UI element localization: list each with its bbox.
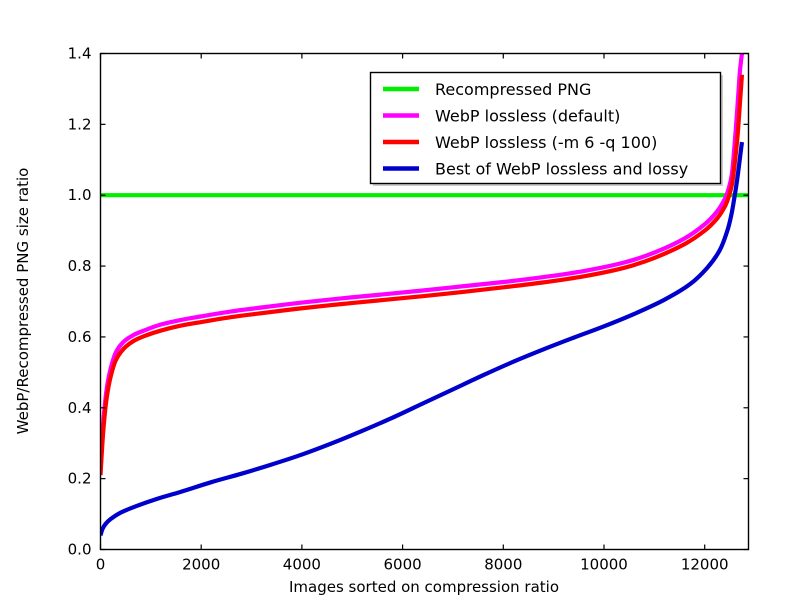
x-tick-labels: 0 2000 4000 6000 8000 10000 12000	[96, 556, 729, 574]
y-tick-label: 1.2	[68, 115, 92, 133]
x-tick-label: 4000	[283, 556, 321, 574]
data-curves	[100, 53, 749, 536]
y-tick-label: 0.6	[68, 328, 92, 346]
x-tick-label: 8000	[484, 556, 522, 574]
y-tick-label: 0.8	[68, 257, 92, 275]
legend: Recompressed PNG WebP lossless (default) W…	[369, 71, 723, 186]
y-axis-title: WebP/Recompressed PNG size ratio	[14, 168, 32, 435]
legend-label: WebP lossless (-m 6 -q 100)	[435, 133, 657, 152]
legend-box	[369, 71, 722, 185]
legend-label: Best of WebP lossless and lossy	[435, 160, 688, 179]
x-tick-label: 6000	[384, 556, 422, 574]
y-tick-label: 0.2	[68, 470, 92, 488]
x-tick-label: 0	[96, 556, 106, 574]
x-tick-label: 10000	[580, 556, 628, 574]
plot-frame	[99, 52, 750, 551]
y-tick-labels: 0.0 0.2 0.4 0.6 0.8 1.0 1.2 1.4	[68, 45, 92, 559]
x-tick-label: 2000	[182, 556, 220, 574]
y-tick-label: 0.0	[68, 541, 92, 559]
series-line	[100, 141, 745, 536]
y-tick-label: 1.0	[68, 186, 92, 204]
x-axis-title: Images sorted on compression ratio	[289, 578, 559, 596]
legend-label: Recompressed PNG	[435, 80, 591, 99]
y-tick-label: 1.4	[68, 45, 92, 63]
legend-label: WebP lossless (default)	[435, 107, 620, 126]
legend-entries: Recompressed PNG WebP lossless (default) W…	[383, 80, 688, 179]
y-tick-label: 0.4	[68, 399, 92, 417]
x-tick-label: 12000	[681, 556, 729, 574]
series-line	[100, 74, 745, 476]
